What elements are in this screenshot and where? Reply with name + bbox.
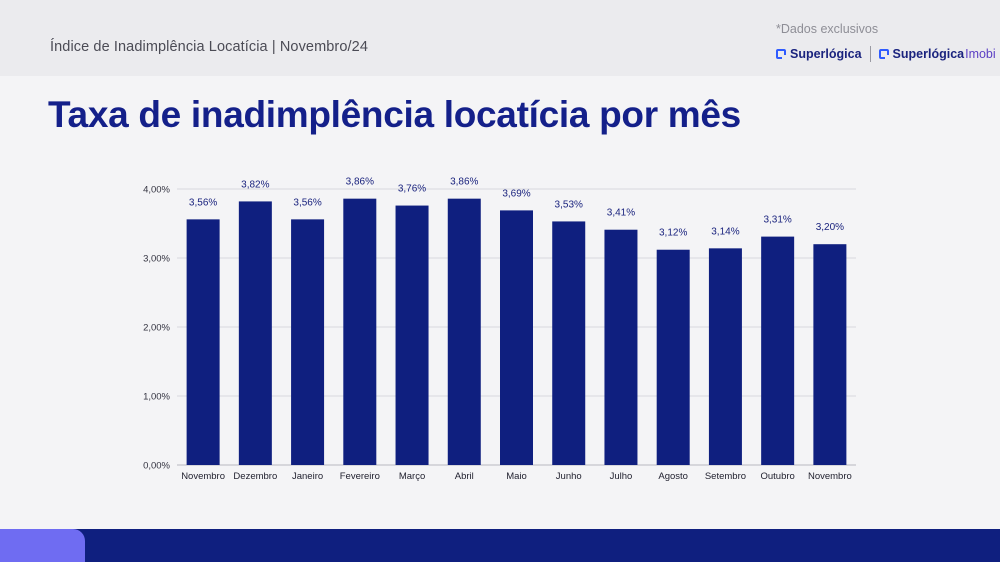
bar bbox=[552, 221, 586, 465]
bar bbox=[656, 249, 690, 465]
brand-divider bbox=[869, 46, 871, 62]
x-tick-label: Novembro bbox=[808, 471, 852, 482]
header-title: Índice de Inadimplência Locatícia | Nove… bbox=[50, 39, 368, 55]
y-tick-label: 1,00% bbox=[143, 392, 170, 403]
data-label: 3,20% bbox=[816, 222, 844, 233]
bar bbox=[238, 201, 272, 466]
data-label: 3,53% bbox=[555, 199, 583, 210]
x-tick-label: Julho bbox=[610, 471, 633, 482]
data-label: 3,12% bbox=[659, 228, 687, 239]
bar bbox=[604, 229, 638, 465]
data-label: 3,14% bbox=[711, 226, 739, 237]
x-tick-label: Outubro bbox=[760, 471, 794, 482]
data-label: 3,56% bbox=[293, 197, 321, 208]
data-label: 3,82% bbox=[241, 179, 269, 190]
superlogica-imobi-logo-icon bbox=[878, 49, 890, 60]
x-tick-label: Abril bbox=[455, 471, 474, 482]
x-tick-label: Setembro bbox=[705, 471, 746, 482]
slide-title: Taxa de inadimplência locatícia por mês bbox=[48, 94, 741, 135]
data-label: 3,76% bbox=[398, 184, 426, 195]
brand-superlogica-label: Superlógica bbox=[790, 47, 862, 61]
y-tick-label: 0,00% bbox=[143, 461, 170, 472]
x-tick-label: Dezembro bbox=[233, 471, 277, 482]
bar bbox=[343, 198, 377, 465]
bar bbox=[291, 219, 325, 465]
bar-chart: 0,00% 1,00% 2,00% 3,00% 4,00% 3,56% Novembro 3,… bbox=[143, 177, 856, 482]
superlogica-logo-icon bbox=[776, 49, 787, 60]
data-label: 3,86% bbox=[450, 177, 478, 188]
data-label: 3,41% bbox=[607, 208, 635, 219]
bar bbox=[500, 210, 533, 465]
bar bbox=[447, 198, 481, 465]
x-tick-label: Agosto bbox=[658, 471, 688, 482]
y-tick-label: 3,00% bbox=[143, 254, 170, 265]
y-tick-label: 4,00% bbox=[143, 185, 170, 196]
footer-accent-tab bbox=[0, 529, 85, 562]
brand-imobi-sub-label: Imobi bbox=[965, 47, 996, 61]
data-label: 3,86% bbox=[346, 177, 374, 188]
y-tick-label: 2,00% bbox=[143, 323, 170, 334]
bar bbox=[186, 219, 220, 465]
x-tick-label: Maio bbox=[506, 471, 527, 482]
x-tick-label: Janeiro bbox=[292, 471, 323, 482]
footer-bar bbox=[0, 529, 1000, 562]
bar bbox=[761, 236, 795, 465]
x-tick-label: Fevereiro bbox=[340, 471, 380, 482]
x-tick-label: Março bbox=[399, 471, 425, 482]
bar bbox=[813, 244, 847, 465]
exclusive-data-note: *Dados exclusivos bbox=[776, 22, 879, 36]
bar bbox=[395, 205, 429, 465]
brand-logos: Superlógica Superlógica Imobi bbox=[776, 45, 996, 63]
header-bar bbox=[0, 0, 1000, 76]
data-label: 3,56% bbox=[189, 197, 217, 208]
brand-superlogica: Superlógica bbox=[776, 47, 862, 61]
bar bbox=[708, 248, 742, 465]
data-label: 3,69% bbox=[502, 188, 530, 199]
brand-imobi-main-label: Superlógica bbox=[892, 47, 965, 61]
x-tick-label: Novembro bbox=[181, 471, 225, 482]
brand-superlogica-imobi: Superlógica Imobi bbox=[878, 47, 996, 61]
data-label: 3,31% bbox=[763, 215, 791, 226]
x-tick-label: Junho bbox=[556, 471, 582, 482]
